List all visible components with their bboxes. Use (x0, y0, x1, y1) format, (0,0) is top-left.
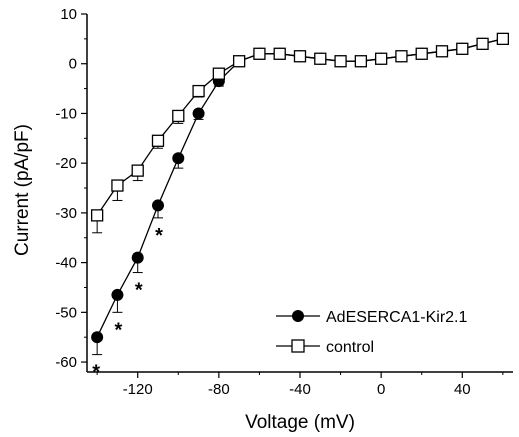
series-1 (91, 32, 509, 356)
legend-label-series-2: control (326, 339, 374, 356)
data-point-open-square (354, 55, 368, 68)
data-point-open-square (212, 67, 226, 80)
significance-markers: * * * * (92, 225, 163, 384)
y-tick-label: -60 (55, 354, 77, 371)
x-axis-ticks: -120 -80 -40 0 40 (96, 372, 504, 398)
y-tick-label: 0 (69, 56, 77, 73)
x-tick-label: -120 (123, 381, 153, 398)
x-tick-label: -80 (208, 381, 230, 398)
series-2-line (96, 38, 504, 216)
y-tick-label: -30 (55, 205, 77, 222)
y-tick-label: -20 (55, 155, 77, 172)
y-tick-label: 10 (60, 6, 77, 23)
data-point-filled-circle (152, 199, 164, 212)
data-point-filled-circle (91, 331, 104, 344)
legend-label-series-1: AdESERCA1-Kir2.1 (326, 309, 467, 326)
data-point-open-square (192, 84, 205, 98)
data-point-open-square (90, 209, 104, 222)
series-1-line (96, 38, 504, 338)
data-point-open-square (131, 164, 144, 177)
y-tick-label: -10 (55, 105, 77, 122)
y-axis-ticks: 10 0 -10 -20 -30 -40 -50 -60 (55, 6, 87, 371)
data-point-open-square (476, 37, 489, 50)
series-2 (90, 32, 510, 234)
data-point-filled-circle (192, 107, 205, 120)
legend-item-series-2: control (276, 339, 374, 356)
significance-asterisk: * (115, 319, 123, 341)
data-point-open-square (496, 32, 510, 46)
data-point-open-square (273, 47, 286, 60)
data-point-open-square (111, 179, 124, 192)
legend: AdESERCA1-Kir2.1 control (276, 309, 467, 356)
legend-marker-filled-circle (292, 310, 304, 322)
x-axis-title: Voltage (mV) (245, 412, 355, 433)
significance-asterisk: * (135, 280, 143, 302)
y-axis-title: Current (pA/pF) (12, 124, 33, 256)
data-point-open-square (395, 50, 408, 63)
y-tick-label: -50 (55, 304, 77, 321)
data-point-open-square (151, 134, 165, 147)
x-tick-label: 40 (454, 381, 471, 398)
y-tick-label: -40 (55, 255, 77, 272)
data-point-open-square (253, 47, 266, 60)
data-point-open-square (435, 45, 449, 58)
data-point-open-square (334, 55, 347, 68)
data-point-open-square (374, 52, 388, 65)
data-point-open-square (172, 109, 185, 123)
data-point-open-square (293, 50, 307, 63)
legend-marker-open-square (291, 339, 305, 353)
significance-asterisk: * (155, 225, 163, 247)
x-tick-label: -40 (289, 381, 311, 398)
data-point-open-square (415, 47, 428, 60)
significance-asterisk: * (92, 362, 100, 384)
data-point-open-square (232, 55, 246, 68)
data-point-open-square (314, 52, 327, 65)
data-point-open-square (456, 42, 469, 55)
legend-item-series-1: AdESERCA1-Kir2.1 (276, 309, 467, 326)
data-point-filled-circle (172, 152, 185, 165)
data-point-filled-circle (111, 288, 124, 301)
data-point-filled-circle (131, 251, 144, 264)
x-tick-label: 0 (377, 381, 385, 398)
series-layer (90, 32, 510, 356)
